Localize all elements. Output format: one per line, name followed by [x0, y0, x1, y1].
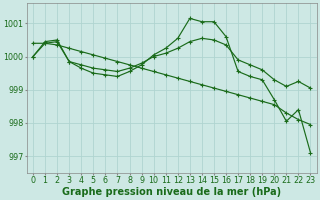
X-axis label: Graphe pression niveau de la mer (hPa): Graphe pression niveau de la mer (hPa): [62, 187, 281, 197]
